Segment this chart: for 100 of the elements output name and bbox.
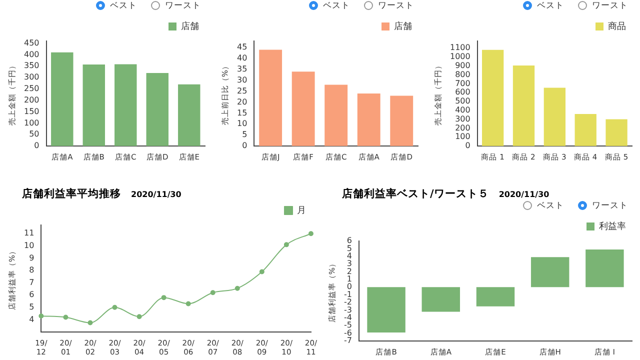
y-tick-label: 5 (29, 302, 34, 312)
text: ワースト (592, 201, 628, 211)
bar (178, 84, 200, 146)
text: ベスト (537, 201, 564, 211)
text: ベスト (537, 1, 564, 11)
y-tick-label: 150 (24, 106, 40, 116)
chart-subtitle: 2020/11/30 (131, 190, 182, 199)
y-tick-label: 9 (29, 253, 34, 262)
y-tick-label: 3 (346, 259, 352, 268)
text: ベスト (323, 1, 350, 11)
bar (146, 72, 168, 146)
y-tick-label: 100 (24, 118, 40, 128)
y-tick-label: -3 (344, 305, 352, 314)
bar (82, 64, 105, 146)
bar (51, 52, 74, 146)
bar (357, 94, 380, 146)
point (161, 295, 166, 300)
y-tick-label: 10 (24, 240, 34, 250)
y-tick-label: 25 (236, 86, 248, 96)
text: ベスト (110, 1, 137, 11)
chart-subtitle: 2020/11/30 (498, 190, 550, 199)
y-tick-label: 900 (455, 60, 470, 70)
y-tick-label: 0 (242, 141, 248, 150)
legend-label: 商品 (608, 20, 626, 32)
bar (574, 114, 596, 146)
y-tick-label: 700 (455, 78, 470, 88)
y-tick-label: 450 (24, 38, 40, 48)
y-tick-label: 35 (236, 64, 248, 74)
y-tick-label: 300 (24, 72, 40, 82)
y-tick-label: 6 (29, 290, 34, 300)
bar (530, 257, 570, 288)
point (210, 290, 216, 296)
y-tick-label: 500 (455, 96, 470, 106)
y-tick-label: 400 (455, 105, 470, 114)
y-tick-label: -4 (344, 313, 352, 322)
bar (606, 119, 628, 146)
y-tick-label: 200 (24, 95, 40, 104)
legend-label: 店舗 (394, 20, 412, 32)
point (136, 314, 142, 320)
y-tick-label: 50 (29, 130, 40, 139)
point (63, 314, 68, 320)
y-tick-label: 1000 (450, 52, 470, 62)
y-tick-label: 250 (24, 84, 40, 94)
point (284, 242, 289, 248)
y-tick-label: 100 (455, 132, 470, 142)
bar (482, 50, 504, 146)
y-tick-label: 1100 (450, 43, 470, 52)
y-tick-label: -5 (344, 320, 352, 330)
point (112, 304, 118, 310)
bar (476, 287, 515, 306)
y-tick-label: 6 (346, 236, 352, 246)
bar (114, 64, 137, 146)
y-tick-label: 8 (29, 266, 34, 275)
y-tick-label: -6 (344, 328, 352, 338)
bar (544, 88, 566, 146)
point (186, 301, 191, 306)
bar (390, 96, 414, 146)
chart-title: 店舗利益率ベスト/ワースト５ (342, 188, 489, 200)
y-tick-label: 300 (455, 114, 470, 124)
point (234, 286, 240, 291)
y-tick-label: 4 (29, 314, 34, 324)
bar (422, 287, 460, 312)
bar (586, 249, 624, 288)
y-tick-label: -7 (344, 336, 352, 346)
y-tick-label: 1 (346, 274, 352, 284)
text: ワースト (378, 1, 414, 11)
point (88, 320, 93, 326)
y-tick-label: 40 (236, 54, 248, 63)
legend-label: 月 (297, 206, 306, 216)
legend-label: 店舗 (181, 20, 199, 32)
y-tick-label: -2 (344, 298, 352, 307)
text: ワースト (592, 1, 628, 11)
y-tick-label: 200 (455, 123, 470, 132)
y-tick-label: 45 (236, 42, 248, 52)
bar (292, 72, 315, 146)
point (308, 231, 314, 236)
y-tick-label: 10 (236, 119, 248, 128)
y-tick-label: 30 (236, 75, 248, 84)
y-tick-label: 600 (455, 88, 470, 97)
chart-title: 店舗利益率平均推移 (22, 188, 121, 200)
text: ワースト (165, 1, 201, 11)
y-tick-label: 4 (346, 251, 352, 260)
y-tick-label: 800 (455, 70, 470, 79)
point (38, 314, 44, 319)
bar (512, 65, 535, 146)
y-tick-label: 2 (346, 266, 352, 276)
y-tick-label: 350 (24, 61, 40, 70)
y-tick-label: 400 (24, 50, 40, 59)
bar (324, 84, 348, 146)
y-tick-label: 0 (34, 141, 40, 150)
y-tick-label: 20 (236, 97, 248, 106)
y-tick-label: 11 (24, 228, 34, 238)
y-tick-label: 0 (465, 141, 470, 150)
y-tick-label: 7 (29, 278, 34, 287)
bar (367, 287, 406, 333)
y-tick-label: 15 (236, 108, 248, 118)
y-tick-label: 5 (242, 130, 248, 140)
bar (259, 50, 282, 146)
point (259, 269, 264, 274)
y-tick-label: 5 (346, 244, 352, 253)
